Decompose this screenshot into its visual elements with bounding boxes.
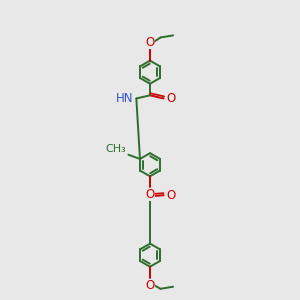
- Text: O: O: [146, 279, 154, 292]
- Text: O: O: [167, 189, 176, 202]
- Text: CH₃: CH₃: [105, 144, 126, 154]
- Text: O: O: [167, 92, 176, 105]
- Text: O: O: [146, 36, 154, 49]
- Text: O: O: [146, 188, 154, 201]
- Text: HN: HN: [116, 92, 133, 105]
